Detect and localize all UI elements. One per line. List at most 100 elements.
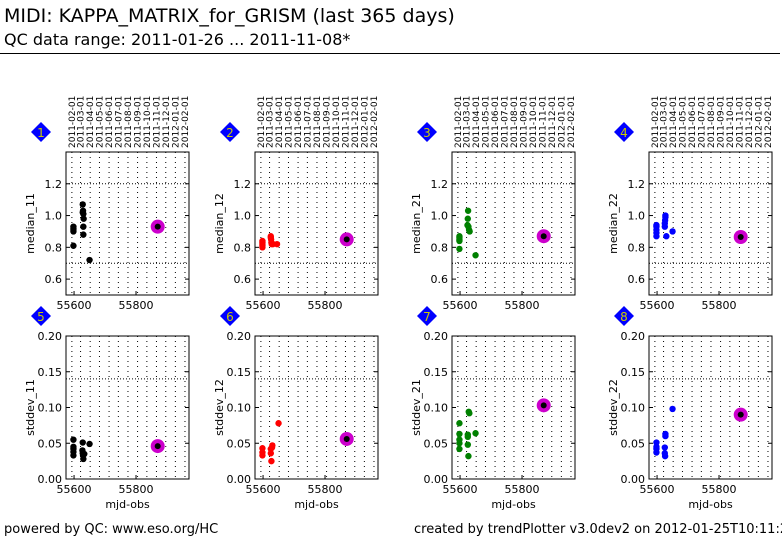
y-tick-label: 0.20 [424, 330, 449, 343]
panel-badge-diamond [31, 306, 51, 326]
date-tick-label: 2011-04-01 [669, 96, 679, 148]
footer-powered-by: powered by QC: www.eso.org/HC [4, 522, 219, 537]
data-point [669, 405, 676, 413]
y-tick-label: 1.0 [45, 210, 63, 223]
date-tick-label: 2011-10-01 [332, 96, 342, 148]
date-tick-label: 2011-08-01 [510, 96, 520, 148]
date-tick-label: 2012-01-01 [360, 96, 370, 148]
panel-badge-number: 6 [226, 310, 234, 324]
data-point [464, 215, 472, 222]
date-tick-label: 2011-03-01 [266, 96, 276, 148]
latest-data-point [737, 234, 744, 241]
x-tick-label: 55800 [308, 299, 343, 312]
x-tick-label: 55800 [702, 299, 737, 312]
data-point [275, 420, 282, 427]
y-axis-label: stddev_11 [24, 379, 37, 436]
x-tick-label: 55600 [443, 483, 478, 496]
panel-badge-number: 4 [620, 126, 628, 140]
data-point [669, 228, 676, 235]
x-tick-label: 55600 [57, 299, 92, 312]
data-point [273, 240, 281, 248]
date-tick-label: 2011-09-01 [520, 96, 530, 148]
y-tick-label: 0.05 [424, 437, 449, 450]
date-tick-label: 2011-04-01 [472, 96, 482, 148]
date-tick-label: 2011-03-01 [77, 96, 87, 148]
y-tick-label: 0.00 [38, 473, 63, 486]
date-tick-label: 2011-06-01 [294, 96, 304, 148]
y-tick-label: 0.8 [628, 241, 646, 254]
latest-data-point [154, 223, 161, 230]
data-point [80, 215, 87, 222]
date-tick-label: 2011-11-01 [735, 96, 745, 148]
data-point [662, 212, 669, 219]
y-tick-label: 1.2 [234, 178, 252, 191]
date-tick-label: 2011-11-01 [152, 96, 162, 148]
panel-6: 6 0.00 0.05 0.10 0.15 0.20 55600 55800 stddev_12… [213, 306, 379, 511]
y-tick-label: 0.8 [45, 241, 63, 254]
data-point [456, 420, 463, 427]
data-point [70, 223, 77, 230]
data-point [465, 452, 472, 460]
date-tick-label: 2011-12-01 [351, 96, 361, 148]
y-tick-label: 1.2 [628, 178, 646, 191]
y-tick-label: 0.10 [38, 402, 63, 415]
latest-data-point [343, 236, 350, 243]
data-point [80, 231, 87, 238]
panel-badge-number: 7 [423, 310, 431, 324]
date-tick-label: 2011-02-01 [651, 96, 661, 148]
x-tick-label: 55800 [505, 299, 540, 312]
data-point [456, 440, 463, 447]
y-tick-label: 0.20 [621, 330, 646, 343]
data-point [464, 433, 472, 441]
data-point [466, 228, 473, 235]
data-point [456, 430, 463, 438]
data-point [663, 233, 670, 240]
data-point [466, 410, 473, 417]
y-tick-label: 0.10 [227, 402, 252, 415]
y-tick-label: 0.00 [621, 473, 646, 486]
latest-data-point [540, 233, 547, 240]
x-axis-label: mjd-obs [294, 498, 339, 511]
panel-badge-number: 3 [423, 126, 431, 140]
x-tick-label: 55800 [119, 483, 154, 496]
date-tick-label: 2012-02-01 [764, 96, 774, 148]
data-point [662, 432, 669, 440]
plot-frame [254, 151, 379, 296]
y-tick-label: 0.6 [431, 273, 449, 286]
date-tick-label: 2011-06-01 [688, 96, 698, 148]
date-tick-label: 2011-09-01 [717, 96, 727, 148]
x-tick-label: 55600 [57, 483, 92, 496]
y-tick-label: 0.15 [38, 366, 63, 379]
date-tick-label: 2012-01-01 [171, 96, 181, 148]
x-tick-label: 55600 [640, 483, 675, 496]
latest-data-point [737, 411, 744, 418]
y-tick-label: 0.20 [227, 330, 252, 343]
data-point [472, 430, 479, 437]
data-point [80, 210, 87, 218]
y-tick-label: 1.0 [431, 210, 449, 223]
date-tick-label: 2011-08-01 [124, 96, 134, 148]
date-tick-label: 2011-02-01 [257, 96, 267, 148]
y-tick-label: 0.20 [38, 330, 63, 343]
date-tick-label: 2011-10-01 [143, 96, 153, 148]
y-tick-label: 1.2 [431, 178, 449, 191]
x-axis-label: mjd-obs [688, 498, 733, 511]
data-point [661, 444, 669, 451]
date-tick-label: 2011-07-01 [500, 96, 510, 148]
data-point [653, 449, 660, 456]
date-tick-label: 2012-01-01 [754, 96, 764, 148]
data-point [464, 207, 472, 214]
x-tick-label: 55600 [246, 483, 281, 496]
panel-badge-number: 2 [226, 126, 234, 140]
y-tick-label: 0.05 [227, 437, 252, 450]
x-tick-label: 55600 [443, 299, 478, 312]
latest-data-point [343, 435, 350, 442]
date-tick-label: 2011-02-01 [454, 96, 464, 148]
y-tick-label: 0.6 [234, 273, 252, 286]
y-tick-label: 0.8 [431, 241, 449, 254]
date-tick-label: 2011-12-01 [162, 96, 172, 148]
